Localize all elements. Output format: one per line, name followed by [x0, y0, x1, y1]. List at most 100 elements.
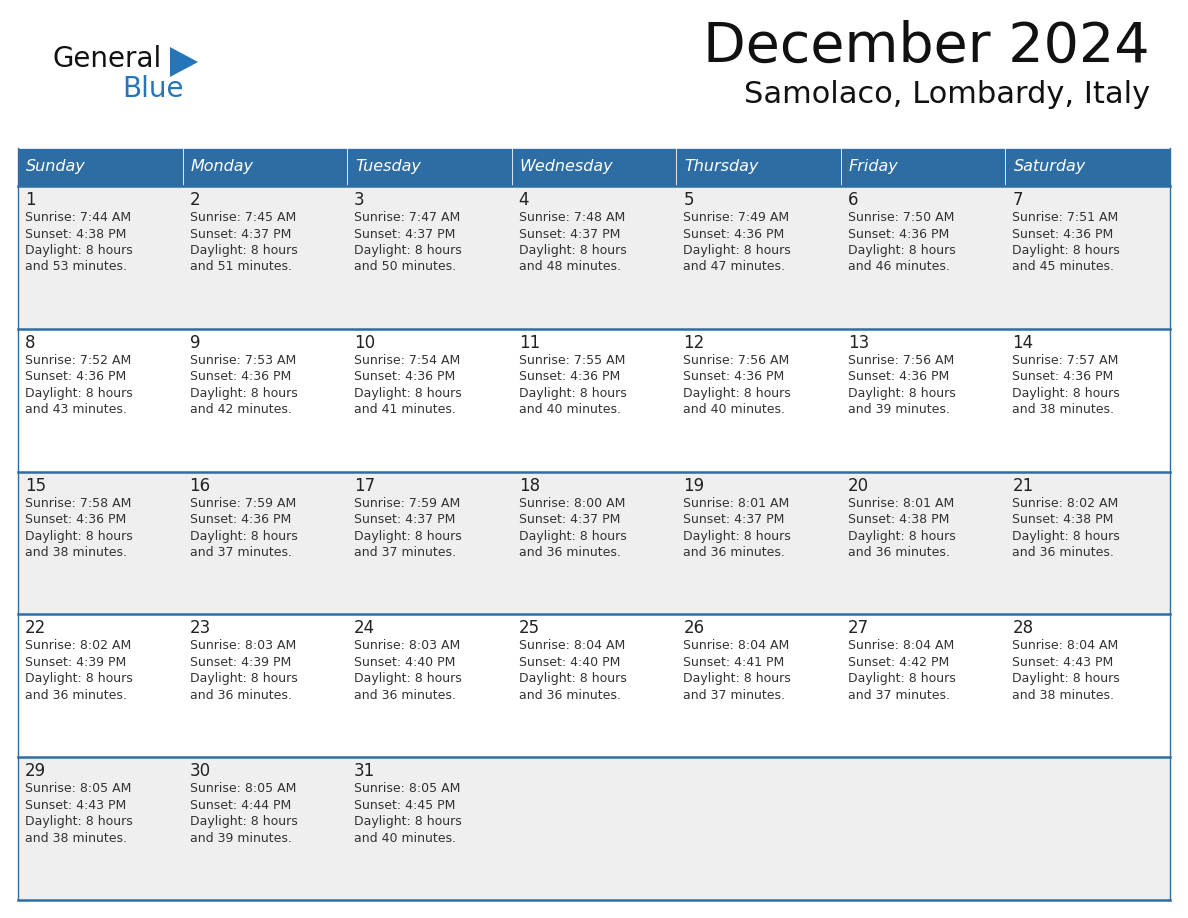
- Text: Sunrise: 8:04 AM: Sunrise: 8:04 AM: [683, 640, 790, 653]
- Text: and 38 minutes.: and 38 minutes.: [1012, 403, 1114, 416]
- Text: and 37 minutes.: and 37 minutes.: [848, 688, 950, 702]
- Text: Daylight: 8 hours: Daylight: 8 hours: [190, 672, 297, 686]
- Text: Sunset: 4:40 PM: Sunset: 4:40 PM: [354, 655, 455, 669]
- Text: Sunrise: 8:01 AM: Sunrise: 8:01 AM: [848, 497, 954, 509]
- Text: December 2024: December 2024: [703, 20, 1150, 74]
- Text: Sunrise: 7:59 AM: Sunrise: 7:59 AM: [354, 497, 461, 509]
- Text: Sunrise: 8:04 AM: Sunrise: 8:04 AM: [1012, 640, 1119, 653]
- Text: Sunrise: 7:47 AM: Sunrise: 7:47 AM: [354, 211, 461, 224]
- Text: Sunset: 4:42 PM: Sunset: 4:42 PM: [848, 655, 949, 669]
- Bar: [512, 186, 676, 329]
- Text: Daylight: 8 hours: Daylight: 8 hours: [848, 672, 955, 686]
- Text: Daylight: 8 hours: Daylight: 8 hours: [519, 386, 626, 400]
- Text: Sunset: 4:37 PM: Sunset: 4:37 PM: [354, 513, 455, 526]
- Text: Sunrise: 8:00 AM: Sunrise: 8:00 AM: [519, 497, 625, 509]
- Bar: [183, 329, 347, 472]
- Text: Sunset: 4:36 PM: Sunset: 4:36 PM: [683, 370, 784, 384]
- Text: Sunrise: 7:58 AM: Sunrise: 7:58 AM: [25, 497, 132, 509]
- Text: 26: 26: [683, 620, 704, 637]
- Text: Sunrise: 7:48 AM: Sunrise: 7:48 AM: [519, 211, 625, 224]
- Text: and 37 minutes.: and 37 minutes.: [354, 546, 456, 559]
- Text: and 50 minutes.: and 50 minutes.: [354, 261, 456, 274]
- Bar: [183, 757, 347, 900]
- Text: Sunset: 4:39 PM: Sunset: 4:39 PM: [25, 655, 126, 669]
- Text: Friday: Friday: [849, 160, 898, 174]
- Text: Sunset: 4:38 PM: Sunset: 4:38 PM: [1012, 513, 1114, 526]
- Text: Sunset: 4:36 PM: Sunset: 4:36 PM: [190, 370, 291, 384]
- Text: Daylight: 8 hours: Daylight: 8 hours: [190, 815, 297, 828]
- Bar: [841, 329, 1005, 472]
- Bar: [18, 186, 183, 329]
- Text: Daylight: 8 hours: Daylight: 8 hours: [25, 815, 133, 828]
- Text: Samolaco, Lombardy, Italy: Samolaco, Lombardy, Italy: [744, 80, 1150, 109]
- Bar: [347, 329, 512, 472]
- Text: Daylight: 8 hours: Daylight: 8 hours: [848, 244, 955, 257]
- Bar: [1005, 614, 1170, 757]
- Text: 14: 14: [1012, 334, 1034, 352]
- Text: 13: 13: [848, 334, 870, 352]
- Bar: [841, 472, 1005, 614]
- Text: 25: 25: [519, 620, 539, 637]
- Text: and 36 minutes.: and 36 minutes.: [190, 688, 291, 702]
- Text: Daylight: 8 hours: Daylight: 8 hours: [683, 386, 791, 400]
- Text: Daylight: 8 hours: Daylight: 8 hours: [354, 386, 462, 400]
- Text: Daylight: 8 hours: Daylight: 8 hours: [683, 672, 791, 686]
- Bar: [347, 614, 512, 757]
- Text: 20: 20: [848, 476, 868, 495]
- Text: and 46 minutes.: and 46 minutes.: [848, 261, 949, 274]
- Text: Daylight: 8 hours: Daylight: 8 hours: [1012, 530, 1120, 543]
- Text: Daylight: 8 hours: Daylight: 8 hours: [25, 244, 133, 257]
- Text: Blue: Blue: [122, 75, 183, 103]
- Text: and 39 minutes.: and 39 minutes.: [848, 403, 949, 416]
- Text: 28: 28: [1012, 620, 1034, 637]
- Text: and 40 minutes.: and 40 minutes.: [519, 403, 620, 416]
- Text: Daylight: 8 hours: Daylight: 8 hours: [25, 672, 133, 686]
- Text: Sunrise: 8:05 AM: Sunrise: 8:05 AM: [354, 782, 461, 795]
- Text: Sunset: 4:37 PM: Sunset: 4:37 PM: [190, 228, 291, 241]
- Text: and 39 minutes.: and 39 minutes.: [190, 832, 291, 845]
- Bar: [183, 472, 347, 614]
- Text: and 36 minutes.: and 36 minutes.: [25, 688, 127, 702]
- Text: 22: 22: [25, 620, 46, 637]
- Text: and 41 minutes.: and 41 minutes.: [354, 403, 456, 416]
- Bar: [18, 329, 183, 472]
- Text: Daylight: 8 hours: Daylight: 8 hours: [25, 530, 133, 543]
- Text: 19: 19: [683, 476, 704, 495]
- Text: Daylight: 8 hours: Daylight: 8 hours: [354, 244, 462, 257]
- Text: Sunrise: 8:02 AM: Sunrise: 8:02 AM: [1012, 497, 1119, 509]
- Text: Daylight: 8 hours: Daylight: 8 hours: [519, 672, 626, 686]
- Text: and 36 minutes.: and 36 minutes.: [354, 688, 456, 702]
- Text: Sunset: 4:36 PM: Sunset: 4:36 PM: [519, 370, 620, 384]
- Text: Sunrise: 7:59 AM: Sunrise: 7:59 AM: [190, 497, 296, 509]
- Bar: [512, 329, 676, 472]
- Text: 9: 9: [190, 334, 200, 352]
- Bar: [841, 757, 1005, 900]
- Text: and 47 minutes.: and 47 minutes.: [683, 261, 785, 274]
- Text: Daylight: 8 hours: Daylight: 8 hours: [1012, 672, 1120, 686]
- Text: General: General: [52, 45, 162, 73]
- Text: Sunrise: 7:54 AM: Sunrise: 7:54 AM: [354, 353, 461, 367]
- Bar: [347, 186, 512, 329]
- Text: and 40 minutes.: and 40 minutes.: [683, 403, 785, 416]
- Text: 3: 3: [354, 191, 365, 209]
- Text: and 48 minutes.: and 48 minutes.: [519, 261, 620, 274]
- Bar: [1005, 472, 1170, 614]
- Text: Sunset: 4:37 PM: Sunset: 4:37 PM: [519, 228, 620, 241]
- Bar: [18, 148, 183, 186]
- Text: Sunset: 4:43 PM: Sunset: 4:43 PM: [25, 799, 126, 812]
- Text: Daylight: 8 hours: Daylight: 8 hours: [190, 386, 297, 400]
- Text: Thursday: Thursday: [684, 160, 759, 174]
- Text: 31: 31: [354, 762, 375, 780]
- Text: Sunrise: 7:56 AM: Sunrise: 7:56 AM: [683, 353, 790, 367]
- Text: 6: 6: [848, 191, 859, 209]
- Bar: [1005, 329, 1170, 472]
- Text: Sunset: 4:40 PM: Sunset: 4:40 PM: [519, 655, 620, 669]
- Text: Sunset: 4:36 PM: Sunset: 4:36 PM: [1012, 228, 1113, 241]
- Text: Daylight: 8 hours: Daylight: 8 hours: [1012, 244, 1120, 257]
- Text: Sunday: Sunday: [26, 160, 86, 174]
- Text: Sunset: 4:43 PM: Sunset: 4:43 PM: [1012, 655, 1113, 669]
- Text: Sunrise: 8:05 AM: Sunrise: 8:05 AM: [190, 782, 296, 795]
- Text: Daylight: 8 hours: Daylight: 8 hours: [1012, 386, 1120, 400]
- Text: 16: 16: [190, 476, 210, 495]
- Bar: [676, 186, 841, 329]
